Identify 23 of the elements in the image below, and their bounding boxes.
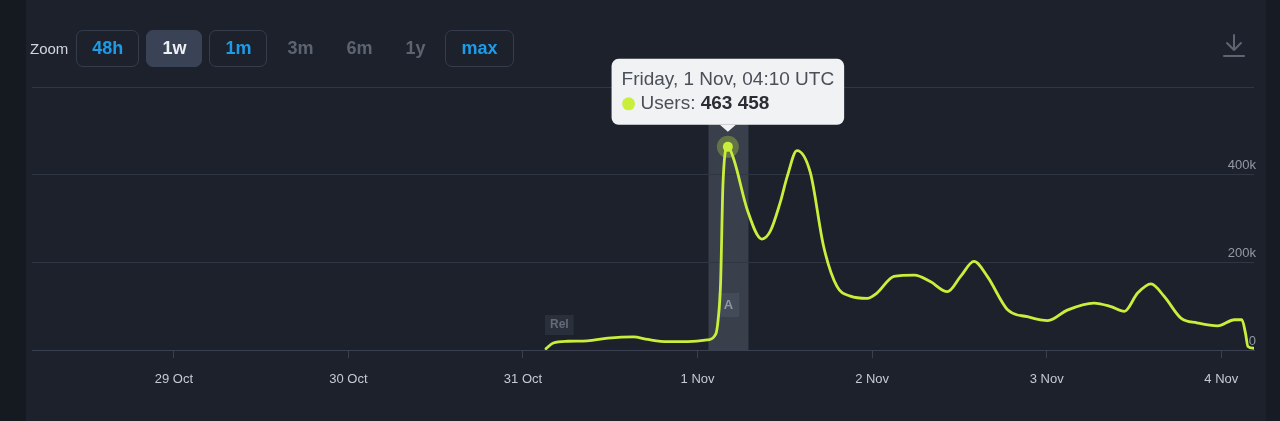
x-tick-label: 31 Oct — [503, 371, 543, 387]
x-tick-label: 2 Nov — [855, 371, 890, 387]
y-tick-label: 400k — [1227, 157, 1257, 173]
y-tick-label: 200k — [1227, 244, 1257, 260]
text: 3m — [286, 37, 315, 60]
button: 1m — [209, 30, 268, 67]
x-tick-label: 30 Oct — [329, 371, 368, 387]
x-tick-label: 29 Oct — [154, 371, 194, 387]
x-tick-label: 1 Nov — [680, 371, 716, 387]
legend-label: Users: — [640, 92, 701, 114]
x-tick-label: 3 Nov — [1029, 371, 1065, 387]
text: 1y — [404, 37, 427, 60]
annotation: Friday, 1 Nov, 04:10 UTC — [621, 68, 835, 90]
x-tick-label: 4 Nov — [1204, 371, 1239, 387]
text: 6m — [345, 37, 374, 60]
data-label: 463 458 — [700, 92, 770, 114]
y-tick-label: 0 — [1248, 332, 1256, 348]
annotation: Rel — [550, 317, 569, 332]
button: 1w — [146, 30, 203, 67]
button: max — [445, 30, 514, 67]
text: Zoom — [30, 40, 69, 57]
band-label: A — [723, 296, 734, 312]
button: 48h — [76, 30, 140, 67]
